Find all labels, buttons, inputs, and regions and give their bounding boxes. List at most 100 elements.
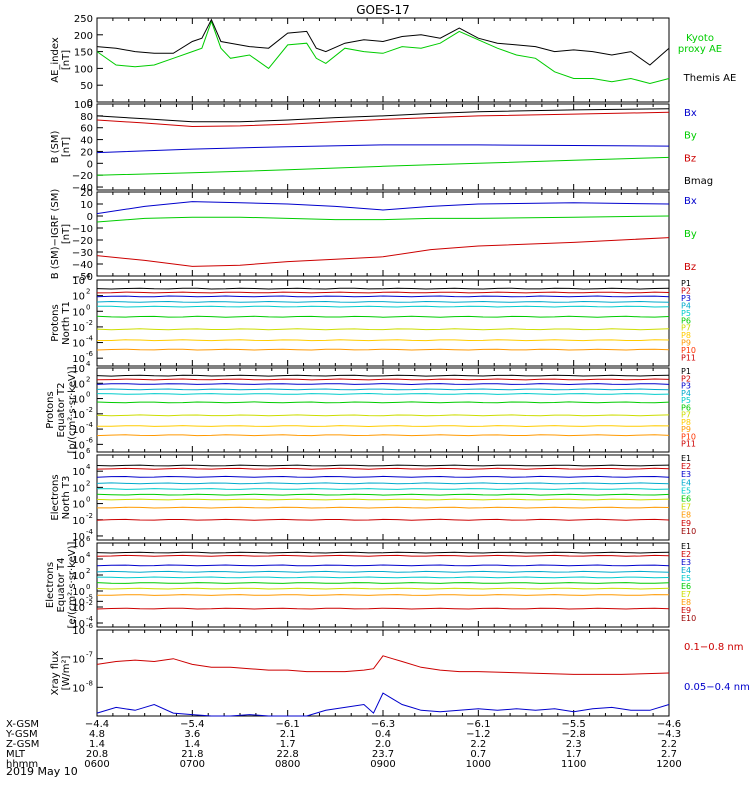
ephemeris-value: 2.2 bbox=[661, 739, 677, 750]
series-line bbox=[96, 291, 670, 294]
legend-label: E5 bbox=[681, 574, 691, 583]
legend-label: P1 bbox=[681, 279, 691, 288]
y-tick-label: 10 bbox=[72, 410, 85, 421]
y-tick-label: −50 bbox=[72, 272, 93, 283]
y-tick-label: 10 bbox=[72, 555, 85, 566]
legend-label: Bx bbox=[684, 108, 697, 119]
y-tick-exponent: 2 bbox=[86, 567, 90, 575]
y-tick-label: 10 bbox=[72, 500, 85, 511]
y-tick-label: −20 bbox=[72, 171, 93, 182]
y-tick-label: 10 bbox=[72, 571, 85, 582]
legend-label: Bz bbox=[684, 262, 696, 273]
y-tick-label: 10 bbox=[80, 200, 93, 211]
y-tick-exponent: 4 bbox=[86, 551, 91, 559]
legend-label: P7 bbox=[681, 411, 691, 420]
legend-label: E8 bbox=[681, 598, 691, 607]
ephemeris-row-label: Z-GSM bbox=[6, 739, 39, 750]
y-tick-label: 10 bbox=[72, 379, 85, 390]
series-line bbox=[96, 488, 670, 490]
y-tick-label: 10 bbox=[72, 587, 85, 598]
y-tick-exponent: 6 bbox=[86, 535, 91, 543]
y-axis-label: North T3 bbox=[61, 476, 72, 520]
y-tick-exponent: -4 bbox=[86, 615, 94, 623]
y-tick-label: 10 bbox=[72, 626, 85, 637]
series-line bbox=[97, 339, 670, 342]
ephemeris-value: 0900 bbox=[370, 759, 395, 770]
y-tick-exponent: -2 bbox=[86, 512, 93, 520]
ephemeris-row-label: hhmm bbox=[6, 759, 38, 770]
legend-label: E4 bbox=[681, 478, 691, 487]
ephemeris-value: −4.3 bbox=[657, 729, 681, 740]
legend-label: P5 bbox=[681, 309, 691, 318]
series-line bbox=[96, 401, 670, 404]
y-tick-label: 10 bbox=[72, 307, 85, 318]
ephemeris-value: 1.7 bbox=[566, 749, 582, 760]
series-line bbox=[96, 607, 670, 610]
legend-label: E7 bbox=[681, 590, 691, 599]
legend-label: P2 bbox=[681, 374, 691, 383]
y-tick-exponent: -4 bbox=[86, 421, 94, 429]
legend-label: P8 bbox=[681, 418, 691, 427]
y-tick-exponent: -2 bbox=[86, 319, 93, 327]
legend-label: E2 bbox=[681, 550, 691, 559]
series-line bbox=[96, 156, 670, 176]
ephemeris-row-label: MLT bbox=[6, 749, 26, 760]
series-line bbox=[96, 18, 670, 66]
y-tick-exponent: 0 bbox=[86, 583, 90, 591]
legend-label: E2 bbox=[681, 462, 691, 471]
y-axis-label: Protons bbox=[50, 304, 61, 341]
series-line bbox=[96, 554, 670, 557]
legend-label: 0.05−0.4 nm bbox=[684, 682, 750, 693]
series-line bbox=[96, 655, 670, 675]
y-tick-exponent: 4 bbox=[86, 272, 91, 280]
series-line bbox=[96, 19, 670, 85]
ephemeris-value: 4.8 bbox=[89, 729, 105, 740]
series-line bbox=[96, 300, 670, 303]
y-tick-label: 200 bbox=[74, 31, 93, 42]
y-axis-label: North T1 bbox=[61, 301, 72, 345]
series-line bbox=[96, 201, 670, 215]
series-line bbox=[97, 305, 670, 308]
ephemeris-value: 21.8 bbox=[181, 749, 203, 760]
ephemeris-value: −4.6 bbox=[657, 719, 681, 730]
y-tick-label: 50 bbox=[80, 81, 93, 92]
ephemeris-value: −6.1 bbox=[466, 719, 490, 730]
legend-label: P5 bbox=[681, 396, 691, 405]
ephemeris-value: −5.5 bbox=[562, 719, 586, 730]
legend-label: P3 bbox=[681, 294, 691, 303]
legend-label: P8 bbox=[681, 331, 691, 340]
ephemeris-value: −1.2 bbox=[466, 729, 490, 740]
legend-label: E9 bbox=[681, 519, 691, 528]
series-line bbox=[96, 564, 670, 567]
series-line bbox=[96, 498, 670, 501]
legend-label: P6 bbox=[681, 403, 691, 412]
y-tick-label: 10 bbox=[72, 395, 85, 406]
ephemeris-value: 20.8 bbox=[86, 749, 108, 760]
series-line bbox=[96, 295, 670, 298]
y-tick-exponent: 4 bbox=[86, 360, 91, 368]
panel-frame bbox=[96, 367, 670, 453]
y-axis-label: [nT] bbox=[61, 50, 72, 70]
y-tick-label: 10 bbox=[72, 597, 85, 608]
y-axis-label: [W/m²] bbox=[61, 655, 72, 690]
ephemeris-value: 1100 bbox=[561, 759, 586, 770]
y-tick-label: 10 bbox=[72, 323, 85, 334]
y-tick-exponent: 2 bbox=[86, 375, 90, 383]
ephemeris-value: 1.7 bbox=[280, 739, 296, 750]
ephemeris-value: 0700 bbox=[180, 759, 205, 770]
ephemeris-value: 0.7 bbox=[470, 749, 486, 760]
ephemeris-value: 1000 bbox=[466, 759, 491, 770]
series-line bbox=[96, 475, 670, 478]
y-tick-label: 10 bbox=[72, 292, 85, 303]
legend-label: P7 bbox=[681, 324, 691, 333]
y-tick-label: 40 bbox=[80, 136, 93, 147]
legend-label: P4 bbox=[681, 389, 691, 398]
y-tick-label: 0 bbox=[87, 98, 93, 109]
ephemeris-value: −2.8 bbox=[562, 729, 586, 740]
panel-frame bbox=[96, 103, 670, 191]
